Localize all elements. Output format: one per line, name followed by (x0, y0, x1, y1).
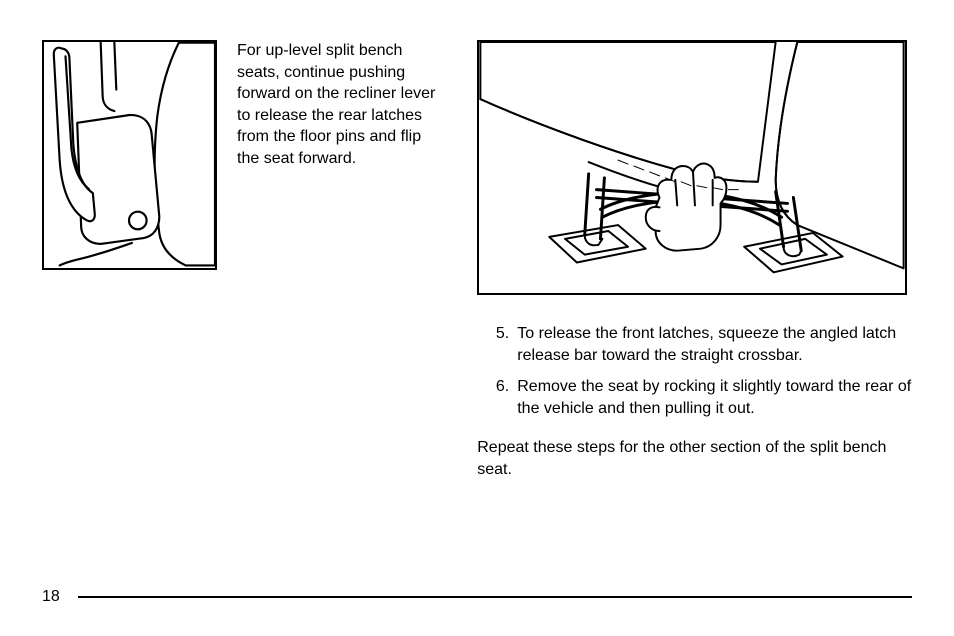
footer-rule (78, 596, 912, 598)
step-number: 6. (477, 376, 517, 419)
step-text: Remove the seat by rocking it slightly t… (517, 376, 912, 419)
figure-latch-release (477, 40, 907, 295)
left-column: For up-level split bench seats, continue… (42, 40, 437, 481)
step-5: 5. To release the front latches, squeeze… (477, 323, 912, 366)
manual-page: For up-level split bench seats, continue… (0, 0, 954, 481)
step-6: 6. Remove the seat by rocking it slightl… (477, 376, 912, 419)
latch-release-illustration (479, 42, 905, 293)
instruction-steps: 5. To release the front latches, squeeze… (477, 323, 912, 419)
closing-paragraph: Repeat these steps for the other section… (477, 437, 912, 480)
figure-recliner-lever (42, 40, 217, 270)
left-paragraph: For up-level split bench seats, continue… (237, 40, 437, 481)
step-text: To release the front latches, squeeze th… (517, 323, 912, 366)
page-number: 18 (42, 588, 60, 606)
step-number: 5. (477, 323, 517, 366)
page-footer: 18 (42, 588, 912, 606)
right-column: 5. To release the front latches, squeeze… (477, 40, 912, 481)
recliner-lever-illustration (44, 42, 215, 268)
